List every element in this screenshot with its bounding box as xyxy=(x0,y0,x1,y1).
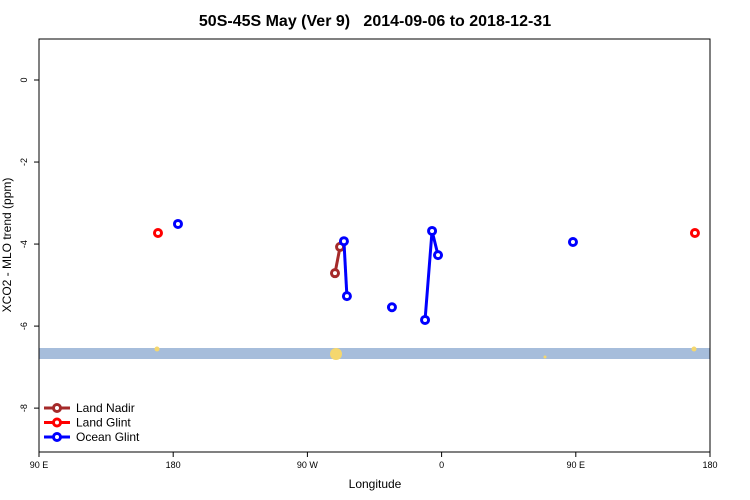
point xyxy=(172,218,183,229)
series-line xyxy=(342,241,349,297)
x-tick-label: 0 xyxy=(439,460,444,470)
x-axis-label: Longitude xyxy=(349,477,402,491)
point xyxy=(338,236,349,247)
x-tick-label: 90 E xyxy=(567,460,586,470)
x-tick-label: 180 xyxy=(166,460,181,470)
y-tick-label: -6 xyxy=(19,322,29,330)
point xyxy=(152,227,163,238)
x-tick-label: 180 xyxy=(702,460,717,470)
point xyxy=(433,250,444,261)
point xyxy=(329,268,340,279)
point xyxy=(567,237,578,248)
point xyxy=(689,227,700,238)
band-blob xyxy=(691,346,697,352)
point xyxy=(341,291,352,302)
y-tick-label: 0 xyxy=(19,78,29,83)
y-tick-label: -8 xyxy=(19,404,29,412)
y-tick-label: -4 xyxy=(19,240,29,248)
chart-title: 50S-45S May (Ver 9) 2014-09-06 to 2018-1… xyxy=(199,13,551,30)
legend-label: Land Nadir xyxy=(76,401,135,415)
band-blob xyxy=(330,348,342,360)
x-tick-label: 90 E xyxy=(30,460,49,470)
y-axis-label: XCO2 - MLO trend (ppm) xyxy=(0,178,14,313)
band-blob xyxy=(543,355,547,359)
band-blob xyxy=(154,346,160,352)
legend-marker xyxy=(52,403,62,413)
legend-label: Ocean Glint xyxy=(76,430,140,444)
band xyxy=(39,348,710,359)
series-line xyxy=(423,230,440,321)
legend-marker xyxy=(52,417,62,428)
point xyxy=(386,302,397,313)
point xyxy=(427,225,438,236)
plot-frame xyxy=(38,38,711,453)
surface-band xyxy=(39,346,710,360)
x-tick-label: 90 W xyxy=(297,460,319,470)
legend-label: Land Glint xyxy=(76,416,131,430)
point xyxy=(420,314,431,325)
y-tick-label: -2 xyxy=(19,158,29,166)
legend-marker xyxy=(52,432,62,442)
